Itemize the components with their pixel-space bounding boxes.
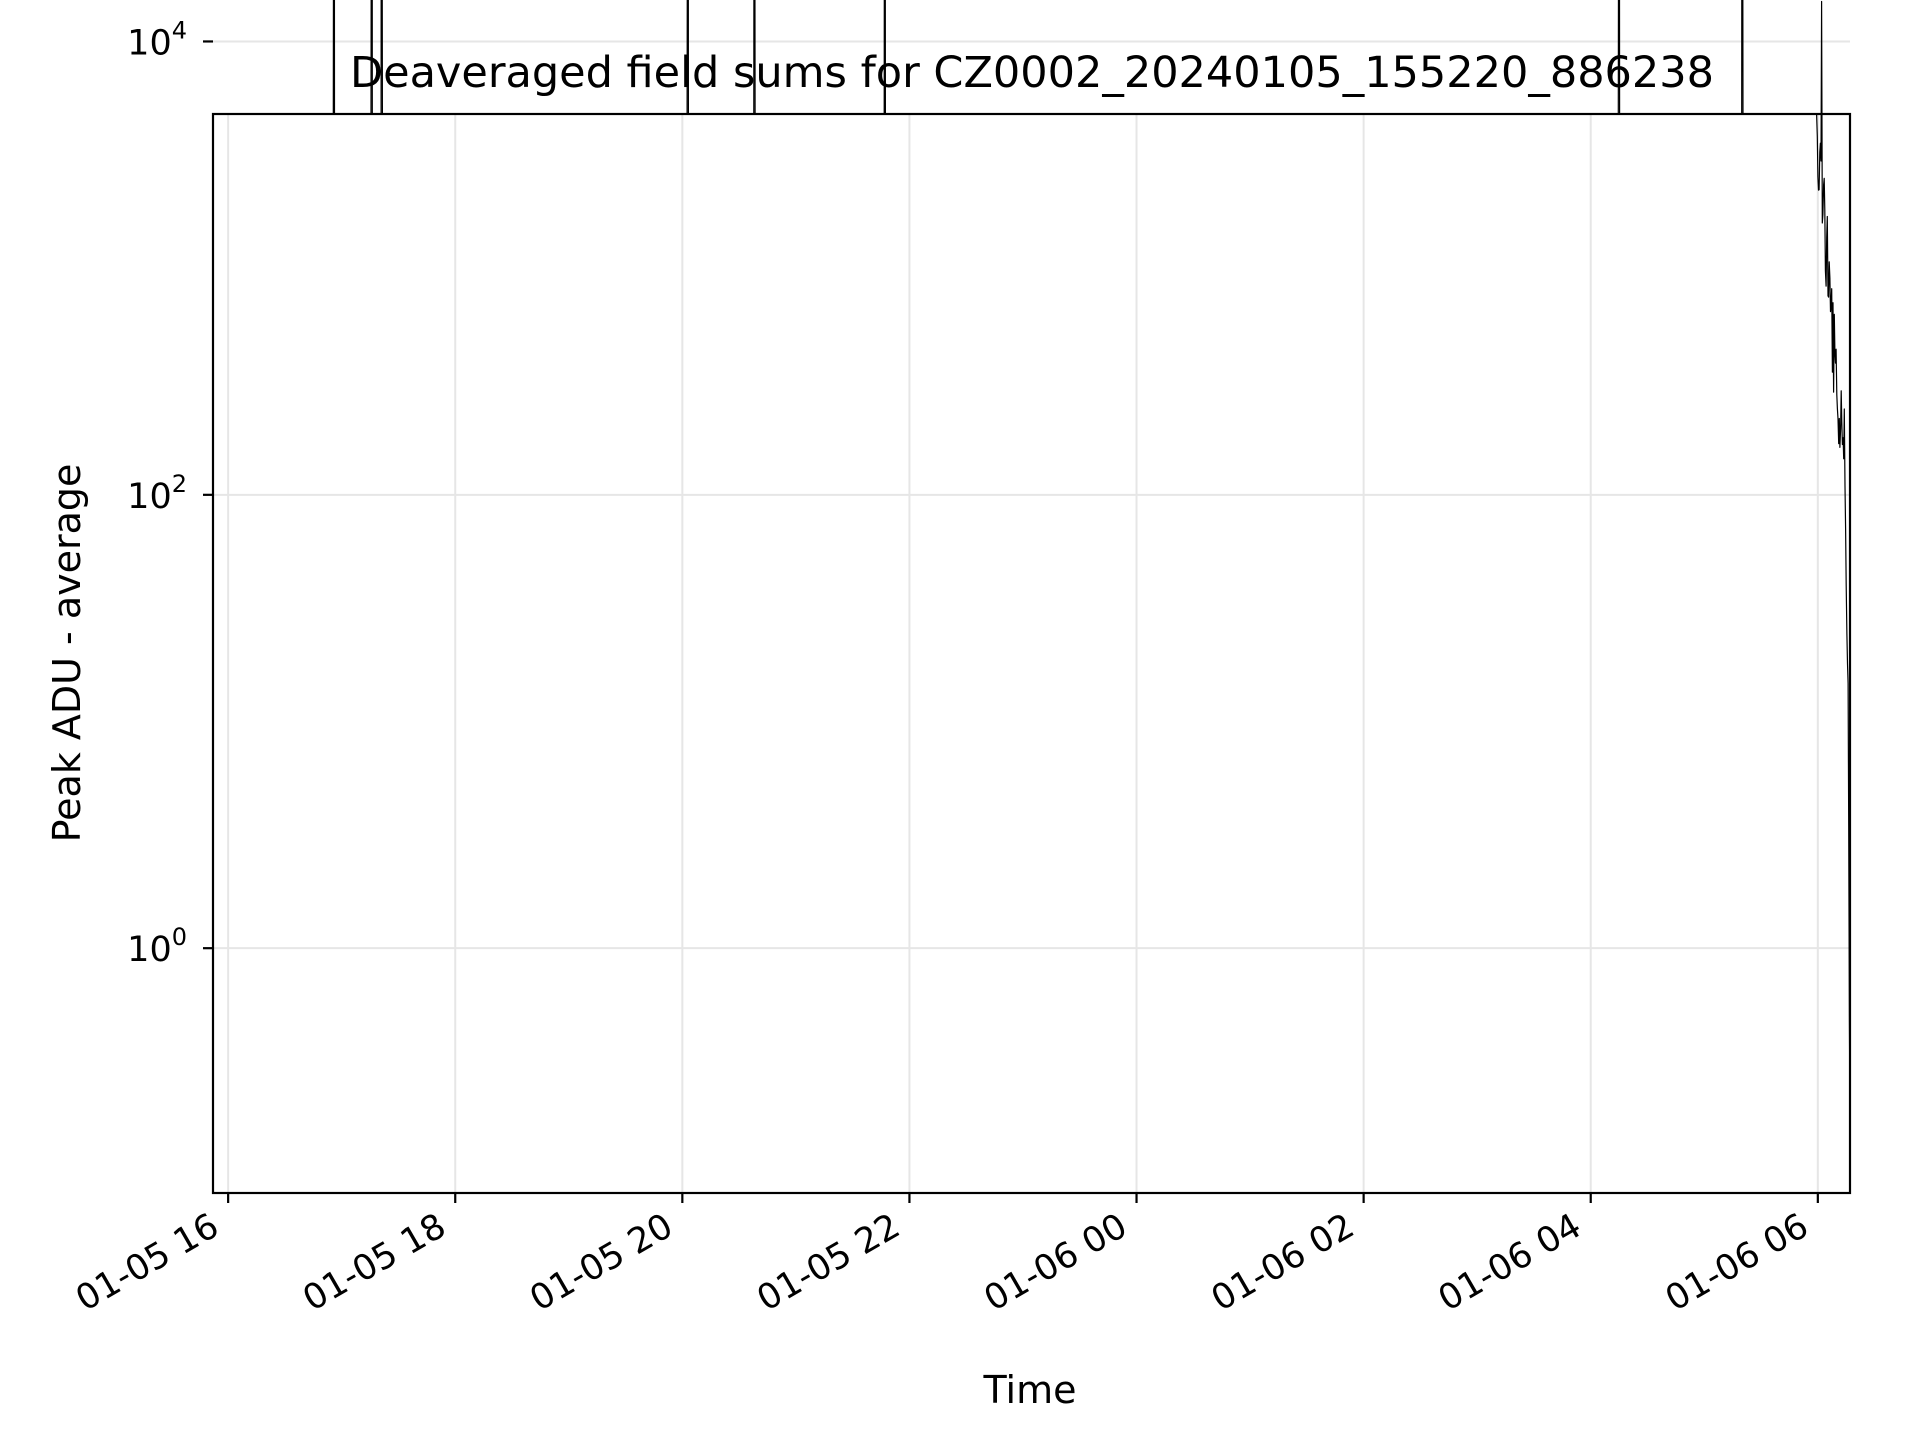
x-tick-label: 01-05 20	[524, 1206, 680, 1319]
series-line	[213, 0, 1851, 1112]
y-tick-label: 102	[127, 470, 187, 517]
chart-title: Deaveraged field sums for CZ0002_2024010…	[350, 48, 1714, 98]
x-tick-label: 01-05 18	[296, 1206, 452, 1319]
x-axis-label: Time	[983, 1368, 1077, 1412]
y-tick-label: 104	[127, 16, 187, 63]
grid-lines	[213, 40, 1850, 1193]
y-tick-label: 100	[127, 923, 187, 970]
y-axis-label: Peak ADU - average	[45, 464, 89, 843]
data-series	[213, 0, 1851, 1112]
x-tick-label: 01-06 00	[978, 1206, 1134, 1319]
x-tick-label: 01-06 04	[1432, 1206, 1588, 1319]
x-tick-label: 01-05 16	[69, 1206, 225, 1319]
x-tick-label: 01-05 22	[751, 1206, 907, 1319]
plot-frame	[211, 112, 1852, 1195]
axis-ticks: 01-05 16 01-05 18 01-05 20 01-05 22 01-06 00…	[69, 16, 1819, 1319]
x-tick-label: 01-06 02	[1205, 1206, 1361, 1319]
x-tick-label: 01-06 06	[1659, 1206, 1815, 1319]
